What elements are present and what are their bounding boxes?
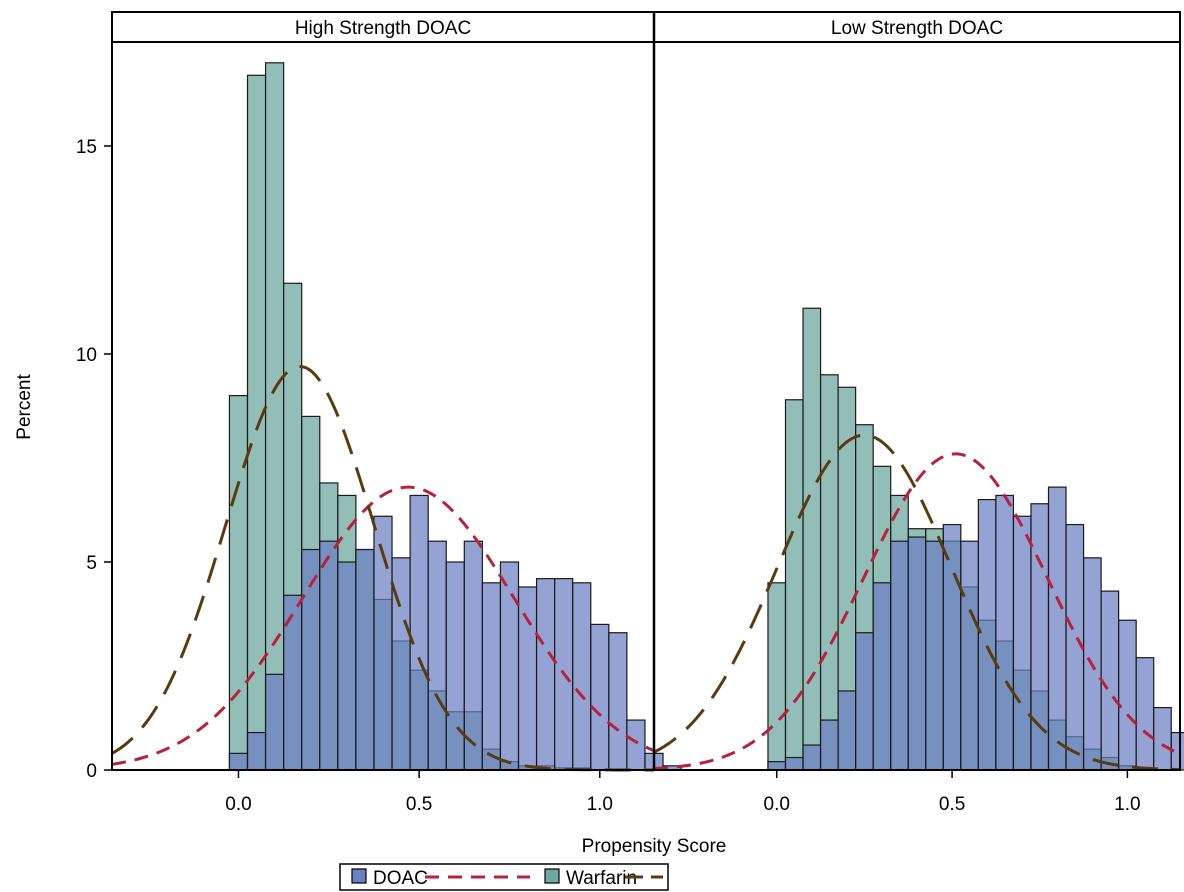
doac-bar [572,582,592,771]
doac-bar [890,540,909,771]
doac-bar [427,540,447,771]
doac-bars [228,494,682,771]
doac-bar [960,540,979,771]
doac-bar [517,586,538,771]
x-tick-label: 1.0 [587,794,613,815]
doac-bar [337,561,357,771]
doac-bar [626,719,646,771]
plot-frame [111,11,1181,771]
x-tick-label: 0.0 [225,794,251,815]
doac-bar [819,719,839,771]
legend-swatch-doac [351,868,367,884]
axes-layer: 0 5 10 15 [76,11,1181,782]
doac-bar [767,761,787,771]
legend: DOAC Warfarin [339,863,669,891]
doac-normal-curve [653,452,1181,771]
doac-bar [977,499,997,771]
doac-bar [319,540,339,771]
doac-bar [228,752,249,771]
x-axis-label: Propensity Score [582,836,727,857]
legend-swatch-warfarin [544,868,560,884]
doac-bar [1012,515,1032,771]
x-tick-label: 1.0 [1114,794,1140,815]
warfarin-bar [228,395,249,771]
warfarin-normal-curve [653,433,1181,772]
doac-bar [784,756,804,771]
doac-bar [608,632,628,771]
x-tick-label: 0.5 [939,794,965,815]
doac-bar [409,494,429,771]
panel-2: Low Strength DOAC 0.0 0.5 1.0 [653,11,1184,815]
doac-bar [837,690,857,771]
warfarin-bar [767,582,787,771]
warfarin-bar [264,62,285,771]
doac-bar [481,582,502,771]
x-axis-ticks: 0.0 0.5 1.0 [225,770,613,815]
doac-bar [1100,590,1120,771]
doac-bar [1118,619,1137,771]
y-axis-ticks: 0 5 10 15 [76,137,112,782]
doac-bar [499,561,520,771]
doac-bar [925,540,944,771]
warfarin-bar [819,374,839,771]
doac-bar [463,540,483,771]
doac-bar [907,536,927,771]
doac-bar [872,582,892,771]
warfarin-bar [802,307,822,771]
doac-bar [445,561,465,771]
doac-bar [246,731,267,771]
doac-bar [590,623,610,771]
doac-bar [535,578,556,771]
y-tick-label: 10 [76,345,97,366]
doac-bar [1153,706,1172,771]
doac-bar [1047,486,1067,771]
doac-bar [995,494,1015,771]
x-axis-ticks: 0.0 0.5 1.0 [764,770,1141,815]
warfarin-normal-curve [111,364,655,772]
y-tick-label: 15 [76,137,97,158]
warfarin-bar [246,74,267,771]
y-tick-label: 5 [86,553,97,574]
doac-bar [1135,657,1155,771]
legend-label-doac: DOAC [373,868,428,889]
doac-bar [855,632,874,771]
panel-title: Low Strength DOAC [831,18,1003,39]
doac-normal-curve [111,485,655,766]
doac-bar [802,744,822,771]
doac-bar [355,548,375,771]
warfarin-bar [784,399,804,771]
legend-label-warfarin: Warfarin [566,868,637,889]
panel-1: High Strength DOAC 0.0 0.5 1.0 [111,11,682,815]
doac-bar [1030,503,1050,771]
x-tick-label: 0.5 [406,794,432,815]
x-tick-label: 0.0 [764,794,790,815]
panel-title: High Strength DOAC [295,18,471,39]
y-axis-label: Percent [14,374,35,440]
doac-bar [264,673,285,771]
doac-bar [942,523,962,771]
y-tick-label: 0 [86,761,97,782]
